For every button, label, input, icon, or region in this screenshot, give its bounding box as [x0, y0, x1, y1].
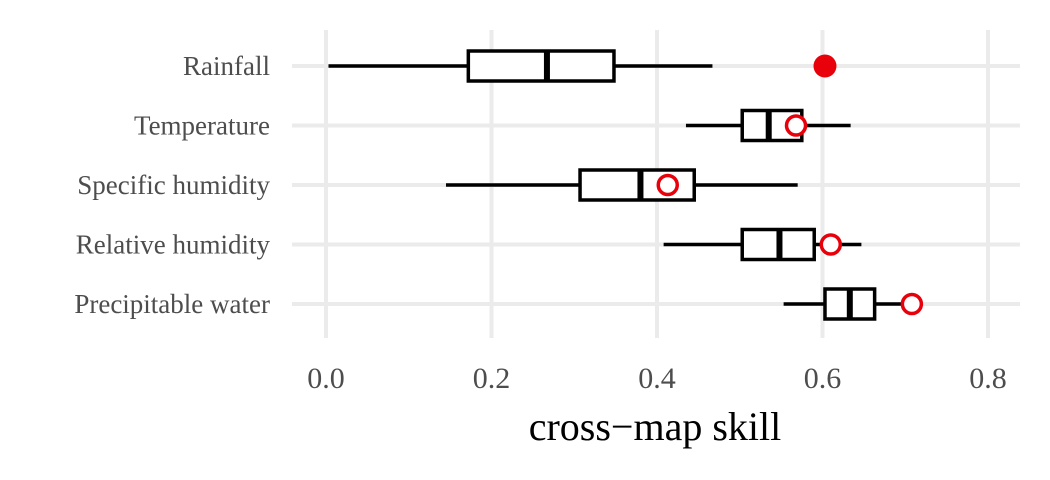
x-tick-label: 0.2	[473, 362, 511, 395]
box-relative-humidity	[663, 227, 862, 262]
box-precipitable-water	[783, 287, 924, 321]
box-rainfall	[328, 49, 837, 83]
observed-point	[656, 173, 680, 197]
category-label: Rainfall	[183, 51, 270, 81]
observed-point	[900, 292, 924, 316]
x-tick-label: 0.6	[804, 362, 842, 395]
box-specific-humidity	[445, 168, 798, 202]
category-labels: Rainfall Temperature Specific humidity Rela…	[74, 51, 270, 319]
category-label: Specific humidity	[77, 170, 270, 200]
x-tick-label: 0.8	[969, 362, 1007, 395]
category-label: Relative humidity	[76, 230, 271, 260]
category-label: Temperature	[134, 111, 270, 141]
x-tick-label: 0.4	[638, 362, 676, 395]
observed-point	[784, 114, 808, 137]
category-label: Precipitable water	[74, 289, 270, 319]
observed-point	[813, 54, 837, 78]
x-axis-title: cross−map skill	[529, 404, 782, 449]
boxes	[328, 49, 924, 321]
x-tick-label: 0.0	[307, 362, 345, 395]
x-tick-labels: 0.0 0.2 0.4 0.6 0.8	[307, 362, 1007, 395]
observed-point	[819, 233, 843, 256]
iqr-box	[466, 49, 616, 83]
box-temperature	[685, 108, 851, 143]
